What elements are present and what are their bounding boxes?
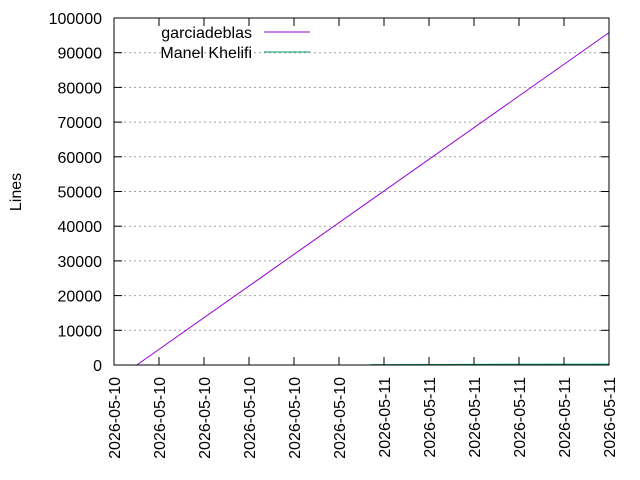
y-tick-label: 60000 [58,150,103,167]
x-tick-label: 2026-05-10 [287,377,304,459]
y-tick-label: 80000 [58,80,103,97]
y-tick-label: 30000 [58,254,103,271]
y-tick-label: 10000 [58,323,103,340]
x-tick-label: 2026-05-11 [602,377,619,458]
legend-label: Manel Khelifi [160,45,252,62]
legend: garciadeblas Manel Khelifi [160,25,310,62]
x-tick-label: 2026-05-10 [332,377,349,459]
x-tick-label: 2026-05-11 [377,377,394,458]
y-tick-label: 100000 [49,11,102,28]
y-tick-label: 20000 [58,289,103,306]
y-tick-label: 50000 [58,185,103,202]
x-tick-label: 2026-05-11 [467,377,484,458]
x-tick-label: 2026-05-10 [197,377,214,459]
x-tick-label: 2026-05-11 [557,377,574,458]
y-axis-label: Lines [8,173,25,211]
y-tick-label: 70000 [58,115,103,132]
x-tick-label: 2026-05-10 [152,377,169,459]
y-axis-ticks: 0 10000 20000 30000 40000 50000 60000 70000 8000… [49,11,609,375]
legend-label: garciadeblas [161,25,252,42]
x-tick-label: 2026-05-11 [422,377,439,458]
x-tick-label: 2026-05-10 [242,377,259,459]
x-tick-label: 2026-05-10 [107,377,124,459]
y-tick-label: 0 [93,358,102,375]
y-tick-label: 90000 [58,46,103,63]
x-axis-ticks: 2026-05-10 2026-05-10 2026-05-10 2026-05-10… [107,18,619,459]
series-line-0 [136,32,610,366]
y-tick-label: 40000 [58,219,103,236]
x-tick-label: 2026-05-11 [512,377,529,458]
